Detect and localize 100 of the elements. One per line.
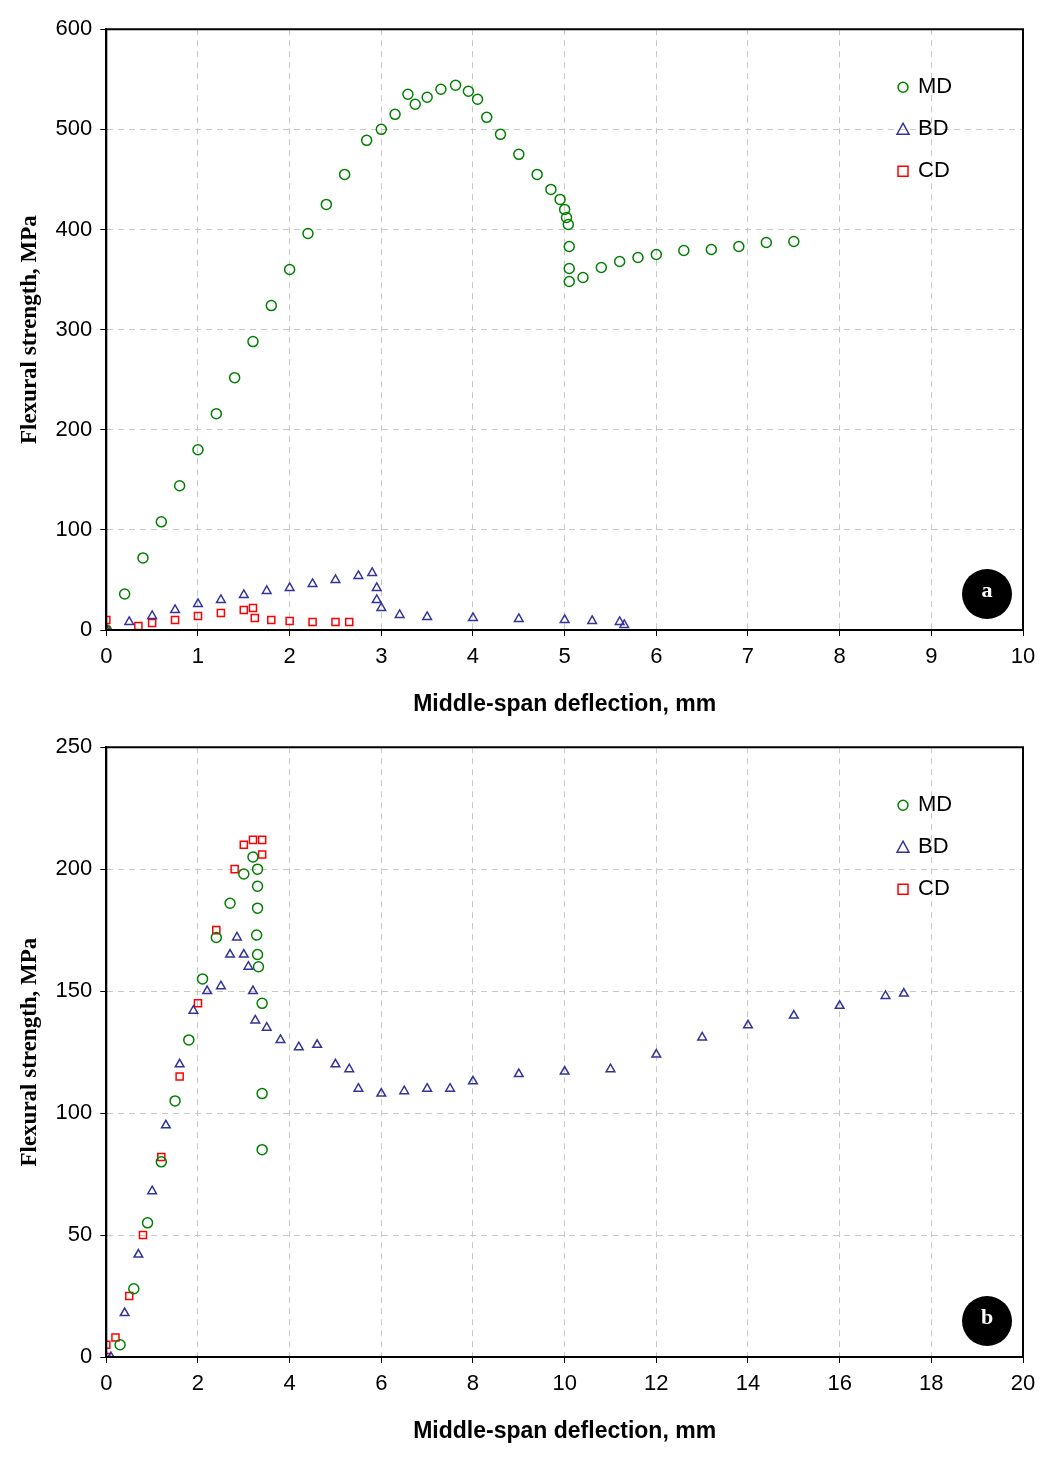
point [353, 570, 364, 580]
point [371, 582, 382, 592]
point [371, 594, 382, 604]
point [330, 574, 341, 584]
y-tick-label: 300 [55, 315, 93, 341]
point [175, 1072, 184, 1081]
x-tick-label: 10 [552, 1370, 577, 1396]
point [250, 929, 263, 941]
point [238, 868, 250, 880]
point [320, 198, 333, 211]
point [147, 618, 157, 628]
point [480, 111, 493, 124]
point [308, 617, 317, 627]
y-tick-label: 0 [80, 616, 93, 642]
point [137, 552, 149, 564]
point [215, 980, 226, 990]
point [360, 134, 373, 147]
y-tick-label: 100 [55, 515, 93, 541]
x-tick-label: 1 [191, 643, 205, 669]
point [284, 582, 295, 592]
point [402, 88, 414, 101]
x-tick-label: 7 [741, 643, 755, 669]
point [619, 619, 630, 629]
point [344, 1063, 355, 1073]
point [257, 835, 267, 845]
point [247, 851, 259, 863]
point [252, 960, 265, 973]
point [147, 1185, 158, 1195]
point [275, 1034, 286, 1044]
point [449, 79, 462, 92]
point [880, 990, 891, 1000]
point [118, 588, 131, 600]
point [228, 371, 241, 384]
point [283, 263, 296, 276]
point [238, 948, 249, 958]
point [834, 1000, 845, 1010]
point [216, 608, 226, 618]
x-tick-label: 20 [1010, 1370, 1036, 1396]
point [267, 615, 276, 625]
annotation: b [980, 1303, 994, 1329]
point [251, 863, 264, 875]
point [462, 85, 475, 98]
point [169, 604, 181, 614]
point [678, 244, 690, 257]
point [251, 902, 264, 914]
x-tick-label: 5 [558, 643, 571, 669]
point [435, 83, 447, 96]
point [399, 1085, 410, 1095]
point [409, 98, 421, 111]
point [513, 1068, 524, 1078]
point [344, 617, 354, 627]
point [705, 243, 718, 256]
point [202, 985, 213, 995]
x-tick-label: 14 [735, 1370, 761, 1396]
point [239, 605, 249, 615]
x-tick-label: 0 [100, 1370, 113, 1396]
point [124, 616, 135, 626]
point [302, 227, 314, 240]
point [421, 91, 433, 104]
point [215, 594, 226, 604]
point [193, 611, 203, 621]
y-tick-label: 200 [55, 415, 93, 441]
point [250, 1014, 261, 1024]
point [513, 148, 525, 161]
point [558, 203, 571, 216]
y-tick-label: 600 [55, 15, 93, 41]
point [531, 168, 543, 181]
point [788, 1009, 799, 1019]
point [563, 262, 575, 275]
point [247, 335, 259, 348]
point [471, 93, 484, 106]
point [224, 948, 236, 958]
point [212, 925, 221, 935]
x-tick-label: 6 [375, 1370, 388, 1396]
y-tick-label: 100 [55, 1099, 93, 1125]
x-tick-label: 0 [100, 643, 113, 669]
x-tick-label: 18 [919, 1370, 944, 1396]
x-tick-label: 16 [827, 1370, 852, 1396]
legend-label: BD [918, 833, 949, 859]
point [147, 610, 158, 620]
point [467, 612, 479, 622]
y-tick-label: 50 [67, 1221, 93, 1247]
point [157, 1152, 166, 1162]
point [124, 1291, 134, 1301]
legend-label: MD [918, 791, 953, 817]
point [577, 271, 589, 284]
point [230, 864, 239, 874]
point [587, 615, 598, 625]
point [160, 1119, 171, 1129]
point [243, 960, 254, 970]
point [238, 589, 249, 599]
x-tick-label: 10 [1010, 643, 1036, 669]
point [173, 480, 186, 492]
point [330, 1058, 341, 1068]
y-tick-label: 0 [80, 1343, 93, 1369]
legend-label: BD [918, 115, 949, 141]
point [193, 999, 203, 1008]
x-axis-title: Middle-span deflection, mm [413, 1416, 717, 1443]
point [119, 1307, 130, 1317]
point [188, 1004, 199, 1014]
